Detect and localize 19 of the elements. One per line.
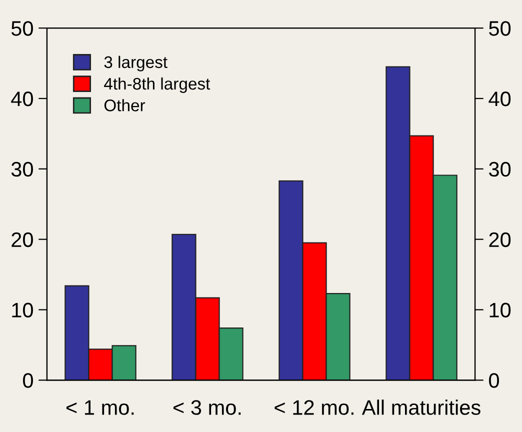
y-tick-label: 50 bbox=[11, 21, 33, 36]
y2-tick-label: 0 bbox=[489, 373, 499, 388]
y-tick-label: 30 bbox=[11, 162, 33, 177]
y-tick-label: 0 bbox=[23, 373, 33, 388]
y-tick-label: 10 bbox=[12, 302, 33, 318]
x-tick-label: < 12 mo. bbox=[274, 400, 354, 415]
y2-tick-label: 20 bbox=[489, 232, 511, 248]
y-tick-label: 40 bbox=[11, 91, 33, 106]
legend-label: 4th-8th largest bbox=[104, 77, 210, 93]
y-tick-label: 20 bbox=[12, 232, 33, 248]
y2-tick-label: 30 bbox=[489, 162, 511, 177]
y2-tick-label: 50 bbox=[489, 21, 511, 36]
x-tick-label: All maturities bbox=[362, 400, 480, 415]
y2-tick-label: 40 bbox=[488, 91, 511, 106]
x-tick-label: < 1 mo. bbox=[66, 400, 134, 415]
legend-label: Other bbox=[104, 99, 146, 112]
legend-label: 3 largest bbox=[104, 56, 168, 72]
y2-tick-label: 10 bbox=[490, 302, 511, 318]
x-tick-label: < 3 mo. bbox=[173, 400, 241, 415]
